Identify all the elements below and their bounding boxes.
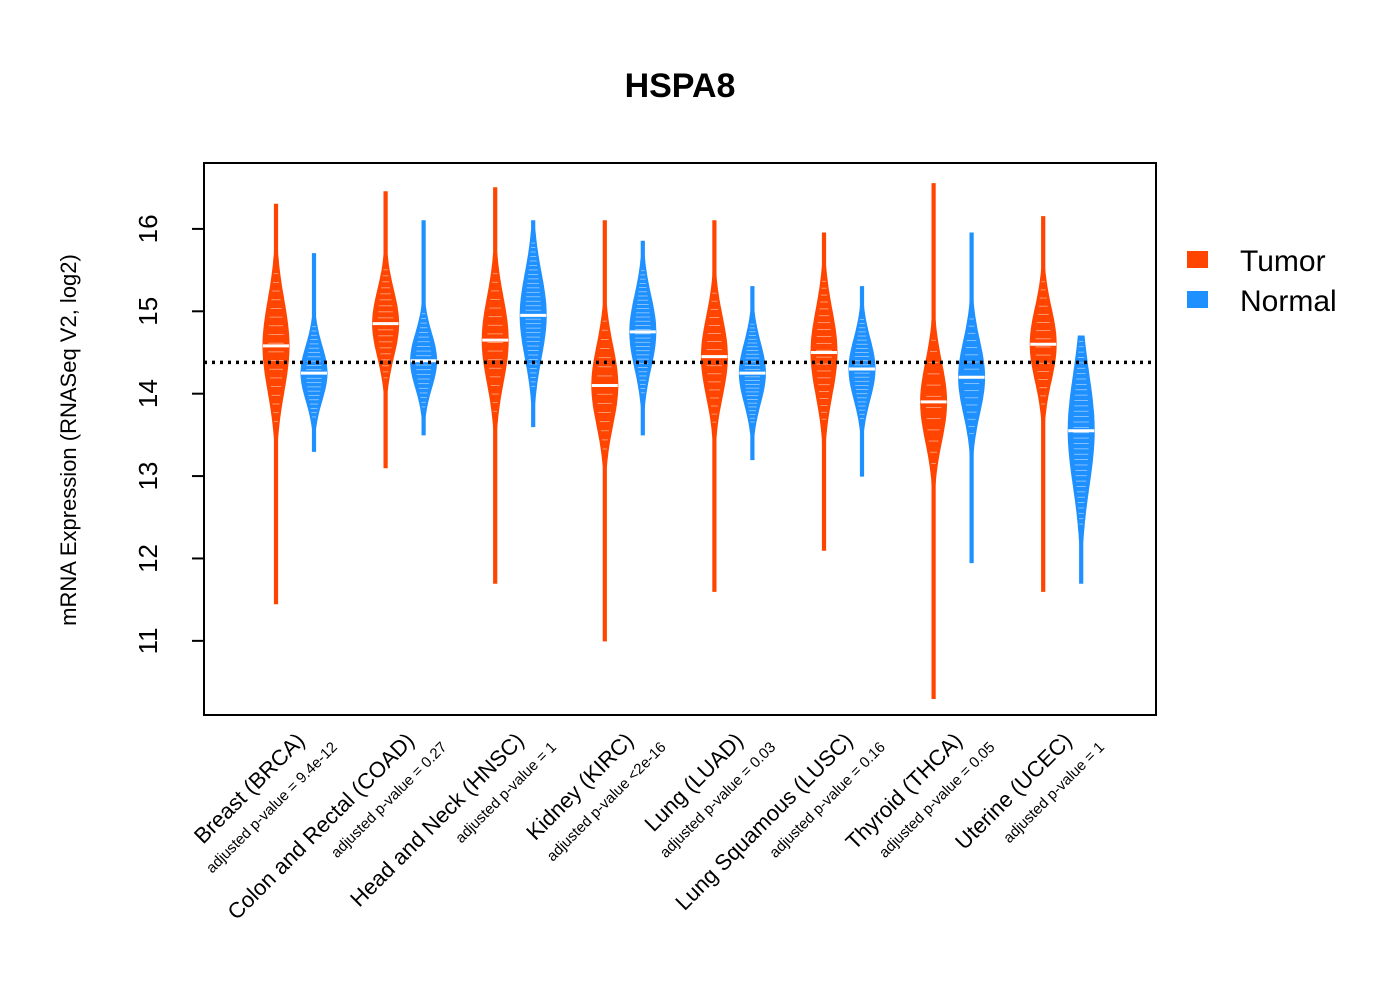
y-tick-label: 14 [133, 379, 163, 408]
chart-title: HSPA8 [625, 67, 736, 105]
legend-label-normal: Normal [1240, 285, 1337, 318]
tumor-violin [700, 220, 728, 592]
x-axis-labels: Breast (BRCA)adjusted p-value = 9.4e-12C… [189, 728, 1108, 925]
tumor-violin [262, 203, 290, 605]
tumor-violin [481, 187, 509, 584]
legend-label-tumor: Tumor [1240, 245, 1326, 278]
y-tick-label: 16 [133, 214, 163, 243]
y-axis: 11 12 13 14 15 16 [133, 214, 204, 654]
normal-violin [519, 220, 547, 428]
normal-violin [848, 286, 876, 477]
plot-frame [203, 162, 1157, 716]
legend-swatch-normal [1187, 291, 1208, 308]
tumor-violin [591, 220, 619, 642]
y-tick-label: 11 [133, 627, 163, 654]
y-tick-label: 15 [133, 297, 163, 326]
normal-violin [1067, 335, 1095, 584]
normal-violin [738, 286, 766, 461]
tumor-violin [372, 191, 400, 469]
normal-violin [629, 240, 657, 436]
normal-violin [410, 220, 438, 436]
y-tick-label: 13 [133, 462, 163, 491]
normal-violin [300, 253, 328, 452]
plot-area [262, 183, 1095, 699]
y-axis-label: mRNA Expression (RNASeq V2, log2) [56, 254, 81, 626]
tumor-violin [920, 183, 948, 699]
y-tick-label: 12 [133, 544, 163, 573]
legend: Tumor Normal [1187, 245, 1337, 318]
tumor-violin [1029, 216, 1057, 592]
normal-violin [958, 232, 986, 564]
tumor-violin [810, 232, 838, 551]
legend-swatch-tumor [1187, 251, 1208, 268]
